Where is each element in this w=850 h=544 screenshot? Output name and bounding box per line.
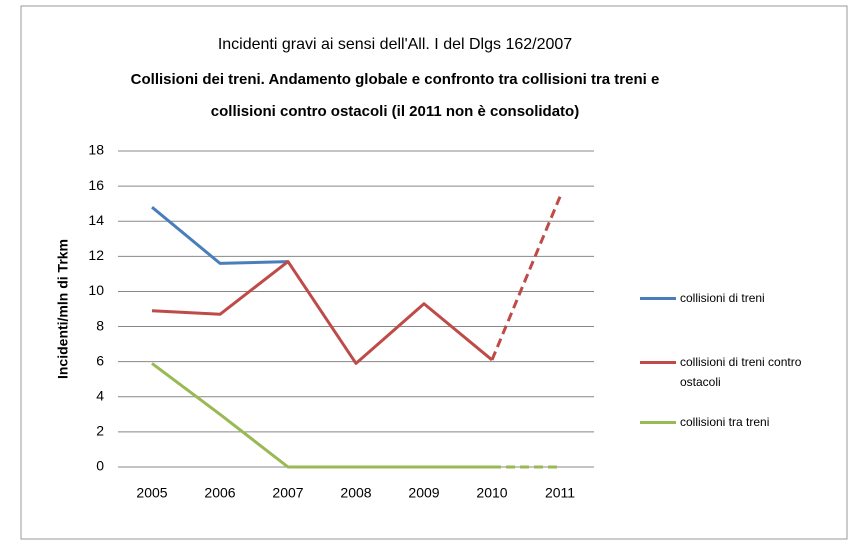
legend-item: collisioni di treni [640, 288, 840, 308]
series-line [151, 206, 289, 265]
y-tick-label: 2 [96, 423, 104, 439]
chart-title: Incidenti gravi ai sensi dell'All. I del… [218, 36, 572, 53]
y-axis-label: Incidenti/mln di Trkm [55, 239, 71, 379]
legend-label: collisioni di treni contro ostacoli [680, 355, 802, 389]
chart-border [20, 5, 848, 540]
legend-item: collisioni tra treni [640, 412, 840, 432]
legend-label: collisioni di treni [680, 291, 765, 305]
x-tick-label: 2007 [272, 485, 303, 501]
x-tick-label: 2011 [545, 485, 575, 501]
x-tick-label: 2009 [408, 485, 439, 501]
y-tick-label: 8 [96, 317, 104, 333]
chart-subtitle: Collisioni dei treni. Andamento globale … [131, 71, 660, 88]
series-line-dashed [490, 196, 562, 361]
x-tick-label: 2005 [136, 485, 167, 501]
y-tick-label: 14 [88, 212, 104, 228]
series-line [151, 362, 492, 469]
legend-swatch [640, 361, 676, 364]
chart-subtitle: collisioni contro ostacoli (il 2011 non … [211, 103, 579, 120]
y-tick-label: 4 [96, 387, 104, 403]
y-tick-label: 10 [88, 282, 104, 298]
y-tick-label: 18 [88, 142, 104, 158]
legend-item: collisioni di treni contro ostacoli [640, 352, 840, 392]
x-tick-label: 2008 [340, 485, 371, 501]
legend-label: collisioni tra treni [680, 415, 770, 429]
series-line [151, 260, 493, 365]
legend-swatch [640, 421, 676, 424]
x-tick-label: 2006 [204, 485, 235, 501]
x-tick-label: 2010 [476, 485, 507, 501]
y-tick-label: 6 [96, 352, 104, 368]
legend-swatch [640, 297, 676, 300]
y-tick-label: 12 [88, 247, 104, 263]
y-tick-label: 0 [96, 458, 104, 474]
y-tick-label: 16 [88, 177, 104, 193]
